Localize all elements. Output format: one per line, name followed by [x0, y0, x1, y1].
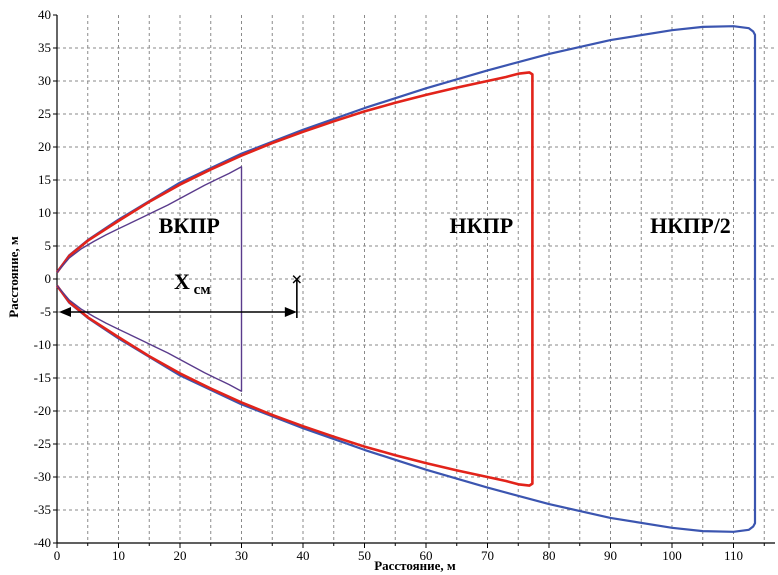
- y-tick-label: -5: [40, 304, 51, 319]
- y-tick-label: -30: [34, 469, 51, 484]
- y-tick-label: -20: [34, 403, 51, 418]
- xcm-arrow-head-right: [284, 307, 297, 317]
- x-tick-label: 70: [481, 548, 494, 563]
- x-tick-label: 20: [174, 548, 187, 563]
- y-tick-label: 30: [38, 73, 51, 88]
- x-tick-label: 100: [662, 548, 682, 563]
- y-tick-label: -15: [34, 370, 51, 385]
- y-tick-label: 25: [38, 106, 51, 121]
- xcm-arrow-head-left: [59, 307, 71, 317]
- y-tick-label: 15: [38, 172, 51, 187]
- y-tick-label: -10: [34, 337, 51, 352]
- y-tick-labels: 40 35 30 25 20 15 10 5 0 -5 -10 -15 -20 -25 -30 -35 -40: [34, 7, 51, 550]
- y-tick-label: 5: [45, 238, 52, 253]
- x-tick-label: 80: [543, 548, 556, 563]
- x-tick-label: 90: [604, 548, 617, 563]
- x-tick-label: 10: [112, 548, 125, 563]
- y-tick-label: 0: [45, 271, 52, 286]
- y-tick-label: -35: [34, 502, 51, 517]
- xcm-label: X см: [174, 269, 211, 298]
- annotation-label: НКПР/2: [650, 213, 731, 238]
- xcm-measure: × X см: [59, 269, 303, 318]
- annotation-label: НКПР: [450, 213, 514, 238]
- grid: [57, 15, 775, 543]
- series-nkpr-line: [55, 71, 534, 487]
- x-tick-label: 110: [724, 548, 743, 563]
- x-tick-label: 40: [297, 548, 310, 563]
- x-tick-label: 30: [235, 548, 248, 563]
- x-tick-label: 0: [54, 548, 61, 563]
- series-nkpr2-line: [56, 25, 757, 533]
- y-axis-label: Расстояние, м: [6, 236, 21, 318]
- x-tick-labels: 0 10 20 30 40 50 60 70 80 90 100 110: [54, 548, 743, 563]
- curves: [55, 25, 757, 533]
- series-vkpr-line: [56, 166, 243, 392]
- xcm-marker: ×: [291, 269, 302, 291]
- x-tick-label: 50: [358, 548, 371, 563]
- axes: [53, 14, 775, 548]
- annotations: ВКПР НКПР НКПР/2 × X см: [59, 213, 731, 318]
- y-tick-label: -25: [34, 436, 51, 451]
- x-axis-label: Расстояние, м: [374, 558, 456, 573]
- x-tick-label: 60: [420, 548, 433, 563]
- y-tick-label: 40: [38, 7, 51, 22]
- y-tick-label: 20: [38, 139, 51, 154]
- annotation-label: ВКПР: [159, 213, 220, 238]
- y-tick-label: 10: [38, 205, 51, 220]
- y-tick-label: 35: [38, 40, 51, 55]
- y-tick-label: -40: [34, 535, 51, 550]
